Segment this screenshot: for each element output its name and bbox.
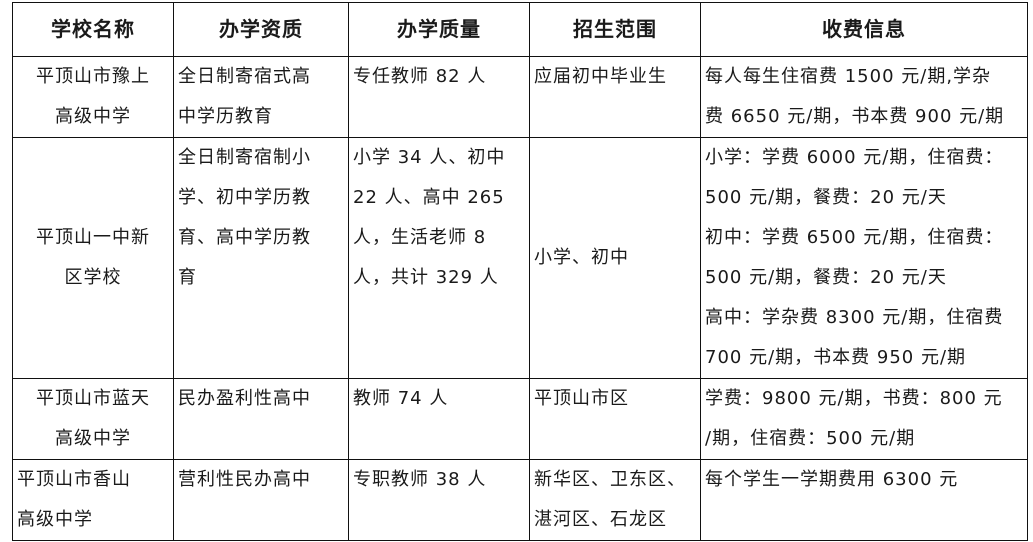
quality-cell: 教师 74 人 [348,378,530,460]
header-scope: 招生范围 [529,2,701,57]
header-school-name: 学校名称 [12,2,174,57]
scope-cell: 平顶山市区 [529,378,701,460]
text-line: 学费：9800 元/期，书费：800 元 [705,388,1003,409]
text-line: 营利性民办高中 [178,469,311,490]
school-name-cell: 平顶山市香山 高级中学 [12,459,174,541]
school-name-cell: 平顶山市蓝天 高级中学 [12,378,174,460]
text-line: 高中：学杂费 8300 元/期，住宿费 [705,307,1004,328]
fees-cell: 每个学生一学期费用 6300 元 [700,459,1028,541]
text-line: 700 元/期，书本费 950 元/期 [705,347,967,368]
text-line: 人，生活老师 8 [353,227,487,248]
text-line: 全日制寄宿制小 [178,147,311,168]
text-line: 应届初中毕业生 [534,66,667,87]
qualification-cell: 全日制寄宿制小 学、初中学历教 育、高中学历教育 [173,137,349,379]
text-line: 平顶山市蓝天 [36,388,150,409]
text-line: 22 人、高中 265 [353,187,505,208]
text-line: 专职教师 38 人 [353,469,487,490]
text-line: 小学、初中 [534,247,629,268]
qualification-cell: 营利性民办高中 [173,459,349,541]
text-line: 育、高中学历教 [178,227,311,248]
text-line: 高级中学 [55,106,131,127]
school-name-cell: 平顶山市豫上 高级中学 [12,56,174,138]
quality-cell: 专任教师 82 人 [348,56,530,138]
header-row: 学校名称 办学资质 办学质量 招生范围 收费信息 [12,2,1028,57]
table-row: 平顶山一中新 区学校 全日制寄宿制小 学、初中学历教 育、高中学历教育 小学 34 人… [12,137,1028,379]
text-line: 小学 34 人、初中 [353,147,506,168]
text-line: 学、初中学历教 [178,187,311,208]
text-line: 教师 74 人 [353,388,449,409]
text-line: 500 元/期，餐费：20 元/天 [705,187,947,208]
fees-cell: 小学：学费 6000 元/期，住宿费： 500 元/期，餐费：20 元/天 初中：学… [700,137,1028,379]
text-line: 新华区、卫东区、 [534,469,686,490]
quality-cell: 小学 34 人、初中 22 人、高中 265 人，生活老师 8 人，共计 329 人 [348,137,530,379]
text-line: 平顶山一中新 [36,227,150,248]
table-row: 平顶山市蓝天 高级中学 民办盈利性高中 教师 74 人 平顶山市区 学费：9800… [12,378,1028,460]
text-line: 平顶山市区 [534,388,629,409]
header-quality: 办学质量 [348,2,530,57]
text-line: 500 元/期，餐费：20 元/天 [705,267,947,288]
fees-cell: 每人每生住宿费 1500 元/期,学杂费 6650 元/期，书本费 900 元/… [700,56,1028,138]
text-line: 费 6650 元/期，书本费 900 元/期 [705,106,1005,127]
scope-cell: 应届初中毕业生 [529,56,701,138]
text-line: 区学校 [64,267,122,288]
text-line: 初中：学费 6500 元/期，住宿费： [705,227,1004,248]
quality-cell: 专职教师 38 人 [348,459,530,541]
text-line: 民办盈利性高中 [178,388,311,409]
text-line: 高级中学 [55,428,131,449]
text-line: 中学历教育 [178,106,273,127]
scope-cell: 新华区、卫东区、 湛河区、石龙区 [529,459,701,541]
school-info-table: 学校名称 办学资质 办学质量 招生范围 收费信息 平顶山市豫上 高级中学 全日制寄… [12,2,1028,541]
text-line: 专任教师 82 人 [353,66,487,87]
text-line: 全日制寄宿式高 [178,66,311,87]
text-line: 平顶山市豫上 [36,66,150,87]
school-name-cell: 平顶山一中新 区学校 [12,137,174,379]
text-line: 每个学生一学期费用 6300 元 [705,469,959,490]
qualification-cell: 全日制寄宿式高 中学历教育 [173,56,349,138]
scope-cell: 小学、初中 [529,137,701,379]
text-line: 人，共计 329 人 [353,267,499,288]
header-fees: 收费信息 [700,2,1028,57]
text-line: 高级中学 [17,509,93,530]
table-row: 平顶山市香山 高级中学 营利性民办高中 专职教师 38 人 新华区、卫东区、 湛河区… [12,459,1028,541]
text-line: 育 [178,267,197,288]
qualification-cell: 民办盈利性高中 [173,378,349,460]
text-line: 每人每生住宿费 1500 元/期,学杂 [705,66,992,87]
text-line: 湛河区、石龙区 [534,509,667,530]
text-line: /期，住宿费：500 元/期 [705,428,916,449]
text-line: 平顶山市香山 [17,469,131,490]
header-qualification: 办学资质 [173,2,349,57]
table-row: 平顶山市豫上 高级中学 全日制寄宿式高 中学历教育 专任教师 82 人 应届初中毕业… [12,56,1028,138]
text-line: 小学：学费 6000 元/期，住宿费： [705,147,1004,168]
fees-cell: 学费：9800 元/期，书费：800 元/期，住宿费：500 元/期 [700,378,1028,460]
